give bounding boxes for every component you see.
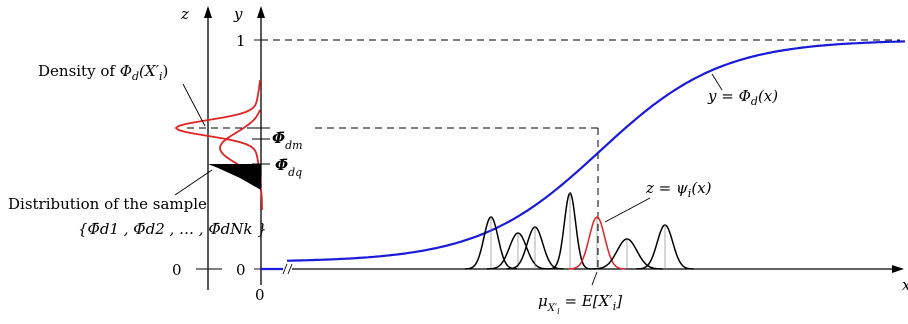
kernel-6 [590,238,663,270]
origin-zero-label: 0 [255,286,265,304]
cdf-label-tail: (x) [758,87,778,105]
psi-label: z = ψi(x) [645,179,712,200]
mu-sub2: i [557,307,560,316]
y-axis-label: y [233,5,243,23]
phi-dq-sym: Φ̄ [275,156,288,174]
y-axis-arrow-icon [257,6,265,18]
density-label-sub: d [132,70,139,83]
density-label-arg: (X′ [139,62,160,80]
y-zero-label: 0 [236,261,246,279]
y-one-label: 1 [236,32,246,50]
curve-pointer-line [711,73,723,91]
distribution-pointer-line [174,169,213,196]
mu-label: μX′i = E[X′i] [538,292,622,316]
density-label-sym: Φ [120,62,132,80]
phi-dm-sub: dm [285,139,302,152]
phi-dq-sub: dq [288,166,302,179]
mu-pointer-line [591,271,598,286]
psi-label-main: z = ψ [645,179,688,197]
density-curve-secondary [219,109,263,210]
density-label: Density of Φd(X′i) [38,62,168,83]
psi-label-sub: i [688,187,692,200]
mu-sym: μ [538,292,548,310]
density-label-text: Density of [38,62,120,80]
kernel-group [465,191,694,270]
phi-dm-sym: Φ̄ [272,129,285,147]
mu-tail: = E[X′ [560,292,614,310]
x-axis-label: x [902,276,908,294]
distribution-set-label: {Φ̄d1 , Φ̄d2 , … , Φ̄dNk } [78,220,267,238]
density-label-arg-sub: i [159,70,163,83]
z-axis-arrow-icon [204,6,212,18]
density-label-close: ) [163,62,169,80]
mu-sub: X′ [547,303,558,314]
mu-tail-sub: i [613,300,617,313]
z-zero-label: 0 [172,261,182,279]
mu-tail-close: ] [615,292,622,310]
cdf-curve-label: y = Φd(x) [707,87,778,108]
quantile-tail-region [208,164,261,190]
psi-pointer-line [604,197,651,223]
x-axis-break-icon [282,263,293,275]
cdf-label-main: y = Φ [707,87,751,105]
phi-dm-label: Φ̄dm [272,129,303,152]
distribution-label: Distribution of the sample [8,195,207,213]
cdf-curve [287,40,906,262]
z-axis-label: z [180,5,189,23]
x-axis-arrow-icon [892,265,904,273]
cdf-label-sub: d [751,95,758,108]
psi-label-tail: (x) [691,179,711,197]
density-pointer-line [182,83,206,127]
phi-dq-label: Φ̄dq [275,156,302,179]
